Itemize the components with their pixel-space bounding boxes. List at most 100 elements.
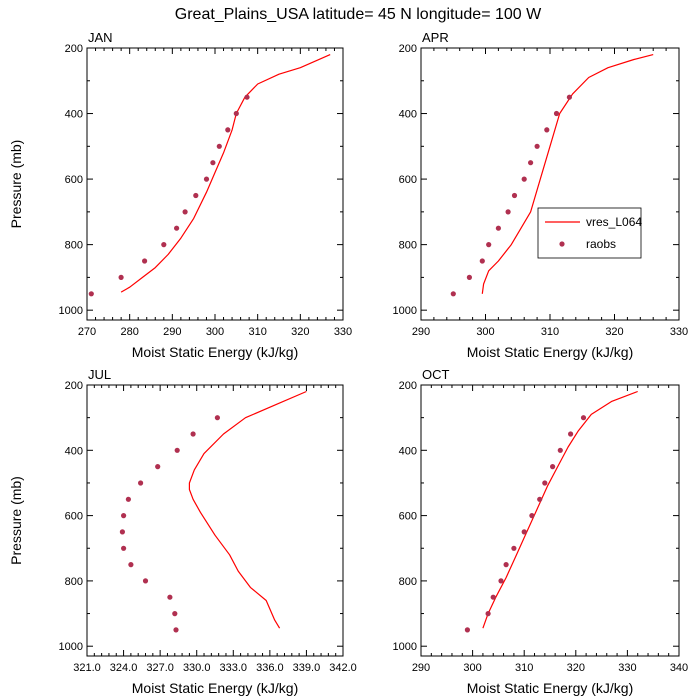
obs-point — [450, 291, 456, 297]
figure-title: Great_Plains_USA latitude= 45 N longitud… — [175, 6, 542, 23]
x-tick-label: 300 — [463, 662, 481, 674]
y-tick-label: 200 — [65, 380, 83, 392]
x-tick-label: 280 — [120, 326, 138, 338]
panel-label: APR — [422, 30, 449, 45]
y-tick-label: 400 — [399, 109, 417, 121]
x-tick-label: 300 — [206, 326, 224, 338]
obs-point — [529, 513, 535, 519]
panel-label: JAN — [88, 30, 113, 45]
obs-point — [568, 431, 574, 437]
panel-oct: OCT 290 300 310 320 330 340 200 400 600 800 1000 Moi… — [393, 367, 689, 696]
x-tick-label: 333.0 — [220, 662, 248, 674]
y-tick-label: 800 — [399, 240, 417, 252]
x-tick-label: 320 — [291, 326, 309, 338]
y-tick-label: 200 — [65, 43, 83, 55]
x-axis-label: Moist Static Energy (kJ/kg) — [467, 680, 634, 696]
x-tick-label: 290 — [163, 326, 181, 338]
x-tick-label: 330.0 — [183, 662, 211, 674]
obs-point — [214, 415, 220, 421]
model-line — [482, 390, 638, 629]
obs-point — [210, 160, 216, 166]
obs-point — [542, 480, 548, 486]
panels: JAN 270 280 290 300 310 320 330 200 400 600 800 1000… — [8, 30, 688, 696]
y-tick-label: 1000 — [59, 641, 83, 653]
y-tick-label: 600 — [399, 511, 417, 523]
x-axis-label: Moist Static Energy (kJ/kg) — [132, 680, 299, 696]
obs-point — [537, 496, 543, 502]
obs-point — [119, 529, 125, 535]
y-tick-label: 600 — [399, 174, 417, 186]
obs-point — [521, 176, 527, 182]
x-tick-label: 342.0 — [329, 662, 357, 674]
plot-frame — [420, 384, 680, 657]
y-tick-label: 1000 — [393, 305, 417, 317]
legend-box — [537, 207, 642, 259]
obs-point — [121, 513, 127, 519]
x-tick-label: 330 — [334, 326, 352, 338]
panel-label: JUL — [88, 367, 111, 382]
obs-point — [511, 192, 518, 199]
legend-obs-label: raobs — [586, 237, 616, 251]
x-axis-label: Moist Static Energy (kJ/kg) — [132, 344, 299, 360]
obs-point — [534, 143, 540, 149]
obs-point — [121, 545, 127, 551]
x-tick-label: 324.0 — [110, 662, 138, 674]
obs-point — [118, 274, 124, 280]
obs-point — [479, 258, 485, 264]
x-tick-label: 327.0 — [146, 662, 174, 674]
obs-point — [216, 143, 222, 149]
obs-point — [172, 611, 178, 617]
obs-point — [128, 562, 134, 568]
obs-point — [155, 464, 161, 470]
obs-point — [174, 225, 180, 231]
y-tick-label: 200 — [399, 380, 417, 392]
obs-point — [528, 160, 534, 166]
obs-point — [138, 480, 144, 486]
x-tick-label: 290 — [412, 662, 430, 674]
obs-point — [544, 127, 550, 133]
obs-point — [203, 176, 210, 182]
obs-point — [486, 242, 492, 248]
obs-point — [233, 110, 239, 117]
obs-point — [557, 447, 563, 453]
x-tick-label: 339.0 — [293, 662, 321, 674]
obs-point — [495, 225, 501, 231]
panel-jul: JUL 321.0 324.0 327.0 330.0 333.0 336.0 339.0 34… — [8, 367, 357, 696]
x-tick-label: 300 — [476, 326, 494, 338]
x-axis-label: Moist Static Energy (kJ/kg) — [467, 344, 634, 360]
x-tick-label: 270 — [78, 326, 96, 338]
panel-label: OCT — [422, 367, 450, 382]
obs-point — [142, 578, 149, 584]
panel-jan: JAN 270 280 290 300 310 320 330 200 400 600 800 1000… — [8, 30, 352, 360]
obs-point — [161, 242, 167, 248]
obs-point — [580, 415, 587, 421]
plot-frame — [420, 47, 680, 321]
obs-point — [173, 627, 179, 633]
obs-point — [485, 611, 491, 617]
obs-point — [167, 594, 173, 600]
obs-point — [505, 209, 511, 215]
x-tick-label: 321.0 — [73, 662, 101, 674]
model-line — [120, 54, 331, 293]
y-tick-label: 400 — [65, 445, 83, 457]
x-tick-label: 310 — [248, 326, 266, 338]
obs-point — [498, 578, 504, 584]
obs-point — [511, 545, 517, 551]
obs-point — [550, 464, 556, 470]
y-tick-label: 800 — [65, 240, 83, 252]
x-tick-label: 330 — [618, 662, 636, 674]
y-tick-label: 800 — [399, 576, 417, 588]
obs-point — [193, 192, 199, 199]
y-axis-label: Pressure (mb) — [8, 476, 24, 565]
x-tick-label: 336.0 — [256, 662, 284, 674]
obs-point — [225, 127, 231, 133]
model-line — [481, 54, 654, 294]
obs-point — [244, 94, 250, 100]
obs-point — [566, 94, 573, 100]
legend-marker-swatch — [559, 241, 565, 247]
obs-point — [190, 431, 196, 437]
y-tick-label: 400 — [65, 109, 83, 121]
x-tick-label: 340 — [670, 662, 688, 674]
